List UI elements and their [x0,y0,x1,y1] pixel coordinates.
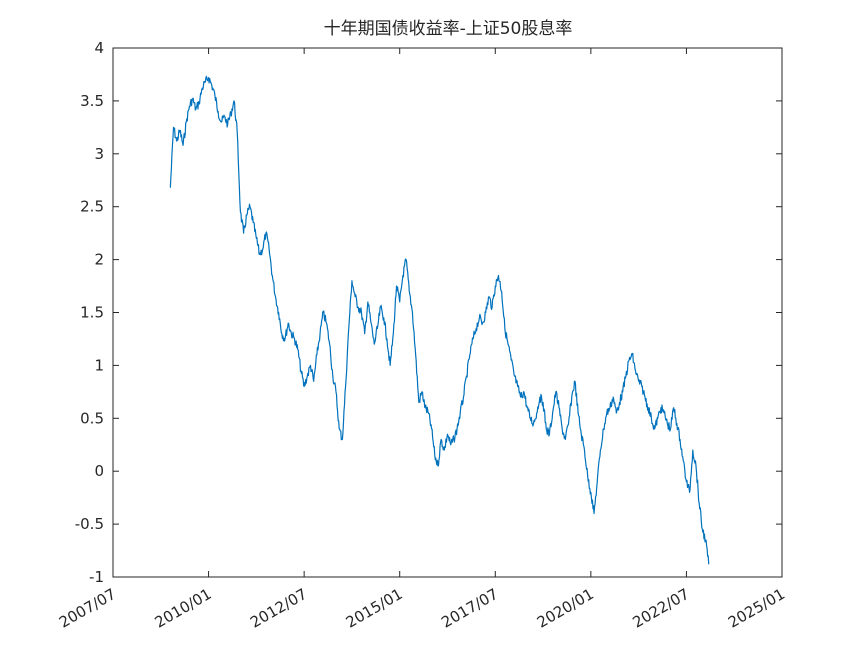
y-tick-label: -0.5 [75,515,104,533]
x-tick-label: 2020/01 [534,585,597,632]
y-tick-label: 2 [94,251,104,269]
y-tick-label: 1 [94,356,104,374]
y-tick-label: 4 [94,39,104,57]
x-tick-label: 2010/01 [152,585,215,632]
x-tick-label: 2015/01 [343,585,406,632]
y-tick-label: 2.5 [80,198,104,216]
x-tick-label: 2012/07 [247,585,310,632]
x-tick-label: 2025/01 [725,585,788,632]
x-tick-label: 2022/07 [629,585,692,632]
y-tick-label: -1 [89,568,104,586]
y-axis: -1 -0.5 0 0.5 1 1.5 2 2.5 3 3.5 4 [75,39,782,586]
y-tick-label: 3 [94,145,104,163]
y-tick-label: 0 [94,462,104,480]
y-tick-label: 1.5 [80,304,104,322]
chart-title: 十年期国债收益率-上证50股息率 [324,19,573,39]
series-line [169,75,710,565]
x-tick-label: 2007/07 [56,585,119,632]
y-tick-label: 0.5 [80,409,104,427]
y-tick-label: 3.5 [80,92,104,110]
plot-area [112,47,783,578]
x-tick-label: 2017/07 [438,585,501,632]
